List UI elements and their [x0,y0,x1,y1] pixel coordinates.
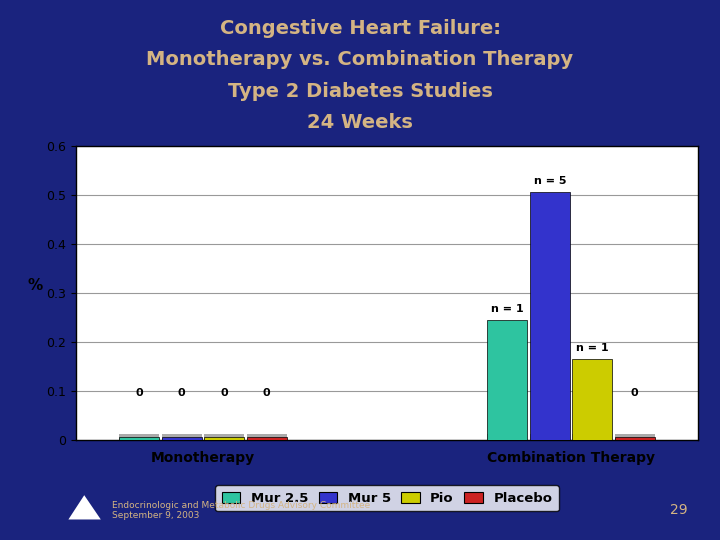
Text: 0: 0 [178,388,186,399]
Bar [162,437,202,440]
Text: FDA: FDA [74,509,94,517]
Text: 29: 29 [670,503,688,517]
Bar [487,434,527,440]
Bar [204,437,244,440]
Text: n = 1: n = 1 [576,343,608,353]
Bar [572,434,612,440]
Text: 0: 0 [220,388,228,399]
Bar [615,434,654,440]
Bar [615,437,654,440]
Bar [247,437,287,440]
Bar [120,434,159,440]
Legend: Mur 2.5, Mur 5, Pio, Placebo: Mur 2.5, Mur 5, Pio, Placebo [215,485,559,511]
Bar [247,434,287,440]
Text: 0: 0 [631,388,639,399]
Text: Type 2 Diabetes Studies: Type 2 Diabetes Studies [228,82,492,100]
Bar [162,434,202,440]
Bar [204,434,244,440]
Text: 0: 0 [135,388,143,399]
Y-axis label: %: % [27,278,42,293]
Bar [530,192,570,440]
Text: n = 1: n = 1 [491,303,523,314]
Bar [530,434,570,440]
Text: n = 5: n = 5 [534,176,566,186]
Text: Monotherapy vs. Combination Therapy: Monotherapy vs. Combination Therapy [146,50,574,69]
Bar [120,437,159,440]
Text: Congestive Heart Failure:: Congestive Heart Failure: [220,19,500,38]
Text: 24 Weeks: 24 Weeks [307,113,413,132]
Text: 0: 0 [263,388,271,399]
Bar [487,320,527,440]
Text: Endocrinologic and Metabolic Drugs Advisory Committee
September 9, 2003: Endocrinologic and Metabolic Drugs Advis… [112,501,370,520]
Bar [572,359,612,440]
